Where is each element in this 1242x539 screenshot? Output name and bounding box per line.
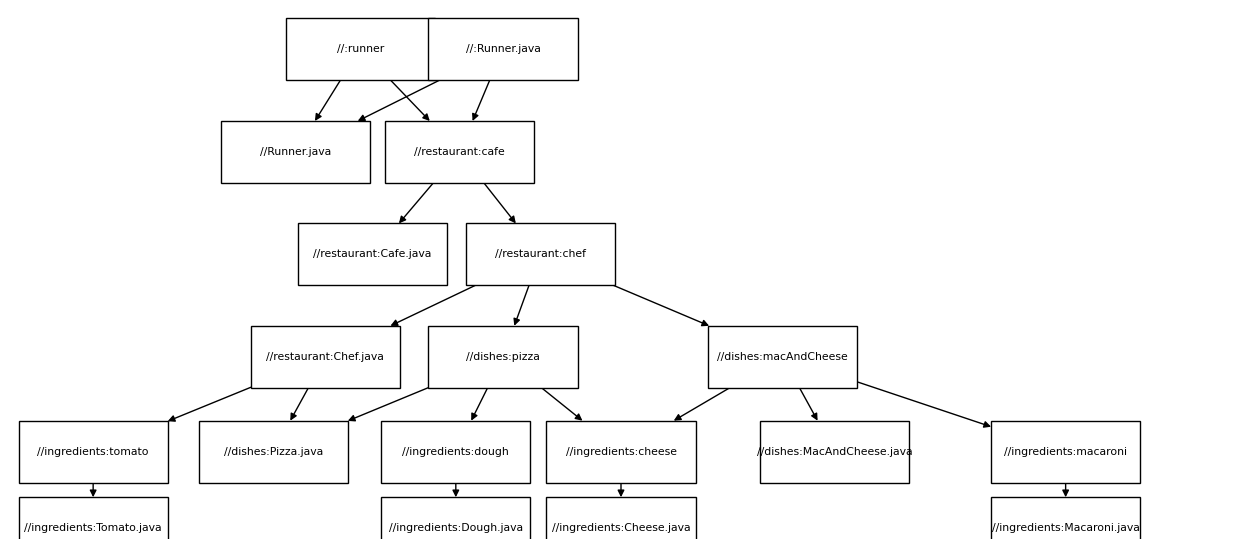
Text: //ingredients:macaroni: //ingredients:macaroni (1004, 447, 1128, 457)
Text: //restaurant:chef: //restaurant:chef (494, 250, 586, 259)
Text: //:runner: //:runner (337, 44, 384, 53)
Text: //ingredients:Tomato.java: //ingredients:Tomato.java (25, 523, 161, 533)
Text: //restaurant:cafe: //restaurant:cafe (414, 147, 505, 157)
Text: //ingredients:Macaroni.java: //ingredients:Macaroni.java (991, 523, 1140, 533)
Text: //restaurant:Cafe.java: //restaurant:Cafe.java (313, 250, 432, 259)
Text: //Runner.java: //Runner.java (260, 147, 332, 157)
FancyBboxPatch shape (760, 420, 909, 483)
FancyBboxPatch shape (199, 420, 348, 483)
Text: //dishes:Pizza.java: //dishes:Pizza.java (224, 447, 323, 457)
FancyBboxPatch shape (381, 420, 530, 483)
FancyBboxPatch shape (221, 121, 370, 183)
FancyBboxPatch shape (251, 326, 400, 388)
FancyBboxPatch shape (298, 223, 447, 286)
FancyBboxPatch shape (466, 223, 615, 286)
Text: //ingredients:dough: //ingredients:dough (402, 447, 509, 457)
Text: //ingredients:tomato: //ingredients:tomato (37, 447, 149, 457)
Text: //:Runner.java: //:Runner.java (466, 44, 540, 53)
Text: //ingredients:cheese: //ingredients:cheese (565, 447, 677, 457)
Text: //dishes:MacAndCheese.java: //dishes:MacAndCheese.java (756, 447, 913, 457)
FancyBboxPatch shape (991, 420, 1140, 483)
Text: //dishes:macAndCheese: //dishes:macAndCheese (717, 352, 848, 362)
FancyBboxPatch shape (546, 497, 696, 539)
FancyBboxPatch shape (428, 18, 578, 79)
FancyBboxPatch shape (19, 497, 168, 539)
FancyBboxPatch shape (708, 326, 857, 388)
FancyBboxPatch shape (991, 497, 1140, 539)
Text: //ingredients:Dough.java: //ingredients:Dough.java (389, 523, 523, 533)
Text: //dishes:pizza: //dishes:pizza (466, 352, 540, 362)
FancyBboxPatch shape (546, 420, 696, 483)
FancyBboxPatch shape (286, 18, 435, 79)
FancyBboxPatch shape (428, 326, 578, 388)
Text: //restaurant:Chef.java: //restaurant:Chef.java (267, 352, 384, 362)
FancyBboxPatch shape (381, 497, 530, 539)
Text: //ingredients:Cheese.java: //ingredients:Cheese.java (551, 523, 691, 533)
FancyBboxPatch shape (19, 420, 168, 483)
FancyBboxPatch shape (385, 121, 534, 183)
